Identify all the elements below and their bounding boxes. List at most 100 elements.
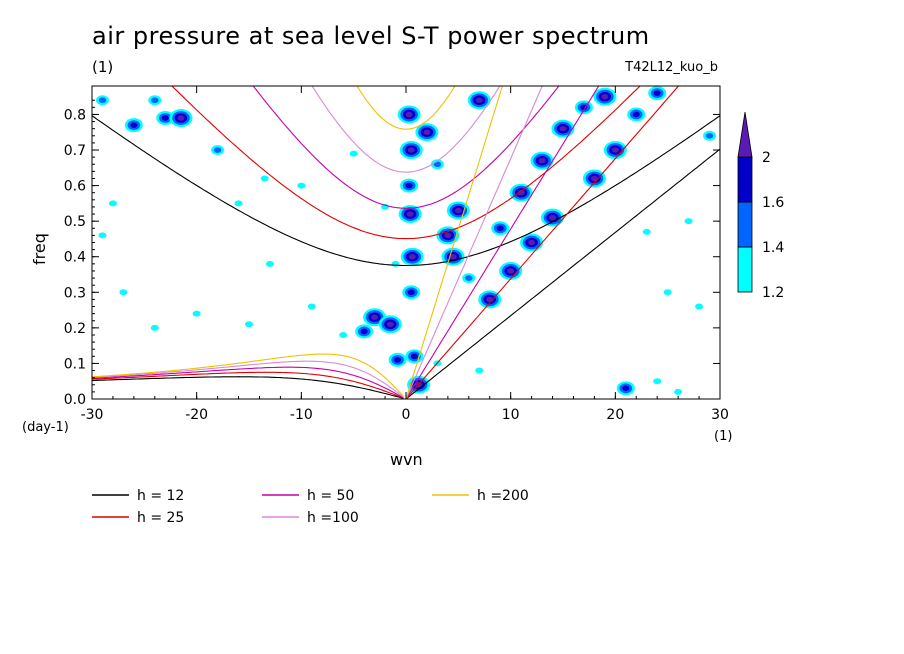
spectral-blob	[339, 331, 348, 338]
blob-level-0	[192, 310, 201, 317]
x-unit: (1)	[714, 429, 732, 444]
spectral-blob	[400, 247, 424, 266]
spectral-blob	[530, 151, 554, 170]
y-tick-label: 0.1	[64, 356, 86, 372]
spectral-blob	[441, 247, 465, 266]
spectral-blob	[388, 352, 407, 367]
spectral-blob	[642, 228, 651, 235]
spectral-blob	[574, 100, 593, 115]
spectral-blob	[405, 349, 424, 364]
blob-level-0	[349, 150, 358, 157]
colorbar: 1.2 1.4 1.6 2	[737, 111, 784, 301]
spectral-blob	[400, 178, 419, 193]
blob-level-1	[465, 275, 473, 281]
blob-level-3	[406, 211, 414, 217]
blob-level-0	[150, 324, 159, 331]
blob-level-2	[360, 328, 368, 335]
blob-level-0	[674, 388, 683, 395]
blob-level-0	[339, 331, 348, 338]
dispersion-curve-h25	[171, 86, 641, 240]
spectral-blob	[119, 289, 128, 296]
blob-level-3	[423, 129, 431, 135]
x-tick-label: 0	[402, 407, 411, 423]
spectral-blob	[234, 200, 243, 207]
blob-level-2	[580, 104, 588, 111]
blob-level-0	[663, 289, 672, 296]
spectral-blob	[307, 303, 316, 310]
blob-level-2	[632, 111, 640, 118]
blob-level-0	[119, 289, 128, 296]
dispersion-curve-h12	[92, 115, 720, 267]
dispersion-curve-h100	[311, 86, 501, 173]
x-tick-label: 20	[606, 407, 624, 423]
y-tick-label: 0.4	[64, 250, 86, 266]
dispersion-curve-h25	[405, 86, 680, 399]
spectral-blob	[169, 109, 193, 128]
spectral-blob	[260, 175, 269, 182]
blob-level-0	[391, 260, 400, 267]
spectral-blob	[695, 303, 704, 310]
blob-level-0	[642, 228, 651, 235]
y-tick-label: 0.5	[64, 214, 86, 230]
blob-level-0	[245, 321, 253, 328]
colorbar-label: 2	[762, 150, 771, 166]
blob-level-1	[98, 97, 107, 104]
blob-level-0	[475, 367, 484, 374]
spectral-blob	[148, 95, 162, 106]
blob-level-1	[705, 132, 714, 139]
colorbar-segment	[737, 246, 753, 293]
run-label: T42L12_kuo_b	[625, 60, 718, 75]
spectral-blob	[397, 105, 421, 124]
spectral-blob	[192, 310, 201, 317]
y-tick-label: 0.6	[64, 179, 86, 195]
colorbar-segment	[737, 156, 753, 203]
spectral-blob	[462, 273, 476, 284]
blob-level-3	[475, 97, 483, 103]
y-axis-label: freq	[30, 233, 49, 265]
y-tick-label: 0.3	[64, 285, 86, 301]
blob-level-3	[405, 111, 413, 118]
blob-level-3	[444, 232, 452, 239]
spectral-blob	[648, 86, 667, 101]
colorbar-label: 1.4	[762, 240, 784, 256]
y-tick-label: 0.7	[64, 143, 86, 159]
spectral-blob	[391, 260, 400, 267]
spectral-blob	[245, 321, 253, 328]
chart-title: air pressure at sea level S-T power spec…	[92, 22, 650, 50]
blob-level-3	[601, 93, 609, 100]
y-tick-label: 0.2	[64, 321, 86, 337]
blob-level-3	[371, 314, 379, 320]
spectral-blob	[108, 200, 117, 207]
y-axis: 0.0 0.1 0.2 0.3 0.4 0.5 0.6 0.7 0.8	[64, 99, 720, 408]
blob-level-2	[622, 385, 630, 392]
blob-level-3	[408, 254, 416, 260]
blob-level-0	[653, 378, 662, 385]
spectral-blob	[491, 221, 510, 236]
spectral-blob	[378, 315, 402, 334]
blob-level-0	[260, 175, 269, 182]
blob-level-0	[265, 260, 274, 267]
blob-level-3	[611, 147, 619, 153]
blob-level-2	[496, 225, 504, 232]
colorbar-label: 1.6	[762, 195, 784, 211]
x-tick-label: -30	[81, 407, 104, 423]
blob-level-0	[307, 303, 316, 310]
blob-level-2	[653, 90, 661, 96]
legend-label: h =200	[477, 488, 529, 504]
spectral-blob	[478, 290, 502, 309]
spectral-blob	[627, 107, 646, 122]
spectral-blob	[551, 119, 575, 138]
blob-level-3	[507, 268, 515, 274]
spectral-blob	[653, 378, 662, 385]
blob-level-0	[234, 200, 243, 207]
legend-label: h = 50	[307, 488, 354, 504]
blob-level-3	[177, 115, 185, 121]
dispersion-curve-h12	[405, 148, 720, 399]
dispersion-curve-h50	[92, 366, 404, 399]
blob-level-2	[161, 115, 169, 121]
dispersion-curve-h25	[92, 371, 404, 399]
spectral-blob	[467, 91, 491, 110]
blob-level-2	[410, 353, 418, 360]
blob-level-0	[695, 303, 704, 310]
